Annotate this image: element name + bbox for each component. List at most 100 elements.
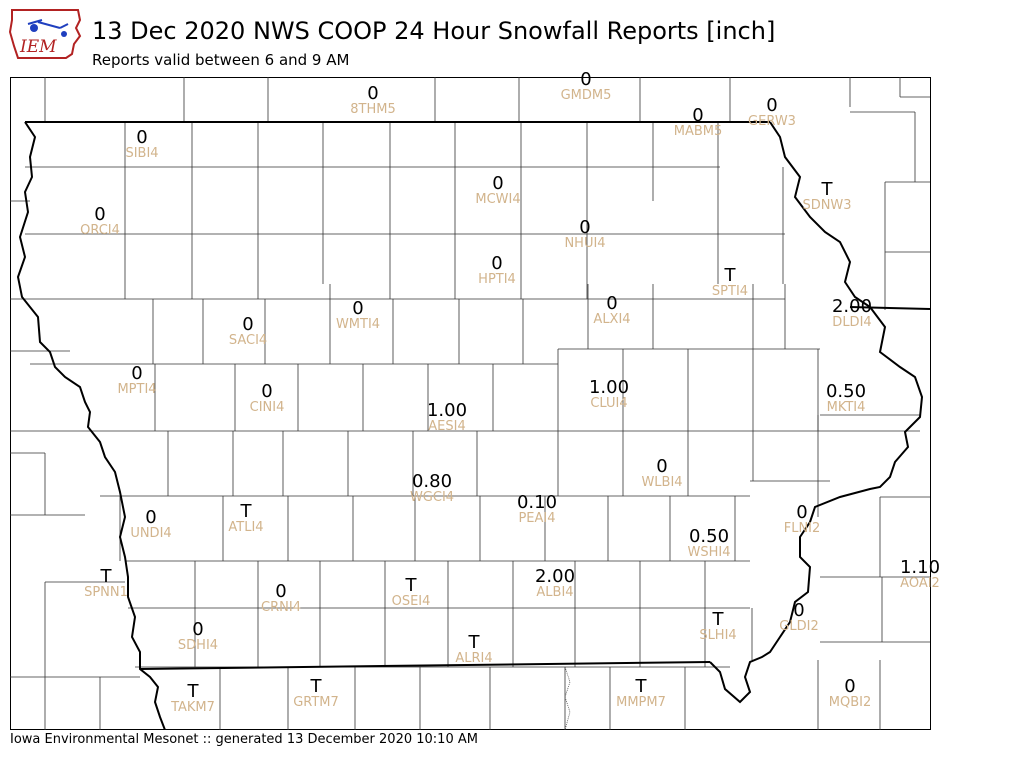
- snowfall-value: 0: [580, 69, 592, 90]
- station-spti4: T SPTI4: [711, 265, 749, 299]
- snowfall-value: T: [405, 575, 417, 596]
- snowfall-value: T: [100, 566, 112, 587]
- station-id-label: MABM5: [673, 124, 723, 139]
- snowfall-value: T: [712, 609, 724, 630]
- snowfall-value: 0: [275, 581, 287, 602]
- station-cini4: 0 CINI4: [250, 381, 285, 415]
- snowfall-value: 2.00: [831, 296, 873, 317]
- station-id-label: ALBI4: [536, 585, 574, 600]
- station-sdnw3: T SDNW3: [802, 179, 852, 213]
- snowfall-value: 0: [606, 293, 618, 314]
- station-id-label: WGCI4: [409, 490, 455, 505]
- station-id-label: GLDI2: [779, 619, 819, 634]
- station-id-label: UNDI4: [130, 526, 172, 541]
- station-id-label: TAKM7: [171, 700, 215, 715]
- snowfall-value: 0: [261, 381, 273, 402]
- snowfall-value: 0: [367, 83, 379, 104]
- station-dldi4: 2.00 DLDI4: [831, 296, 873, 330]
- station-id-label: SDNW3: [802, 198, 852, 213]
- station-id-label: WMTI4: [335, 317, 381, 332]
- snowfall-value: 0: [796, 502, 808, 523]
- station-8thm5: 0 8THM5: [350, 83, 396, 117]
- station-id-label: WLBI4: [641, 475, 683, 490]
- snowfall-value: 0.50: [825, 381, 867, 402]
- iem-logo: IEM: [8, 6, 84, 62]
- station-id-label: ORCI4: [80, 223, 120, 238]
- snowfall-value: 0: [131, 363, 143, 384]
- snowfall-value: 0: [242, 314, 254, 335]
- station-takm7: T TAKM7: [171, 681, 215, 715]
- station-flni2: 0 FLNI2: [784, 502, 821, 536]
- snowfall-value: 0: [793, 600, 805, 621]
- station-id-label: WSHI4: [687, 545, 731, 560]
- station-slhi4: T SLHI4: [699, 609, 736, 643]
- snowfall-value: T: [635, 676, 647, 697]
- station-wshi4: 0.50 WSHI4: [687, 526, 731, 560]
- station-id-label: GERW3: [748, 114, 796, 129]
- station-id-label: SDHI4: [177, 638, 219, 653]
- snowfall-value: 0: [579, 217, 591, 238]
- snowfall-value: 0.50: [688, 526, 730, 547]
- snowfall-value: 0: [352, 298, 364, 319]
- snowfall-value: 0: [136, 127, 148, 148]
- station-id-label: AESI4: [428, 419, 466, 434]
- station-crni4: 0 CRNI4: [261, 581, 301, 615]
- station-nhui4: 0 NHUI4: [564, 217, 606, 251]
- snowfall-value: 0: [491, 253, 503, 274]
- snowfall-value: T: [724, 265, 736, 286]
- snowfall-value: 0: [192, 619, 204, 640]
- logo-text: IEM: [19, 37, 57, 57]
- station-grtm7: T GRTM7: [293, 676, 339, 710]
- snowfall-value: 0: [492, 173, 504, 194]
- snowfall-value: 0: [145, 507, 157, 528]
- station-peai4: 0.10 PEAI4: [517, 494, 557, 526]
- snowfall-value: T: [468, 632, 480, 653]
- station-id-label: SPTI4: [711, 284, 749, 299]
- snowfall-value: T: [187, 681, 199, 702]
- station-mqbi2: 0 MQBI2: [829, 676, 871, 710]
- station-id-label: GRTM7: [293, 695, 339, 710]
- station-wmti4: 0 WMTI4: [335, 298, 381, 332]
- station-id-label: CLUI4: [590, 396, 628, 411]
- station-wlbi4: 0 WLBI4: [641, 458, 683, 490]
- station-id-label: ALXI4: [593, 312, 631, 327]
- station-osei4: T OSEI4: [392, 575, 431, 609]
- snowfall-value: 0: [844, 676, 856, 697]
- station-id-label: SACI4: [228, 333, 268, 348]
- station-id-label: MMPM7: [616, 695, 666, 710]
- snowfall-value: T: [310, 676, 322, 697]
- snowfall-map: 0 8THM5 0 GMDM5 0 MABM5 0 GERW3 0 SIBI4 0 ORCI4 0 MCW…: [10, 71, 940, 730]
- station-id-label: NHUI4: [564, 236, 606, 251]
- station-id-label: 8THM5: [350, 102, 396, 117]
- station-gldi2: 0 GLDI2: [779, 600, 819, 634]
- snowfall-value: 1.00: [426, 400, 468, 421]
- station-gerw3: 0 GERW3: [748, 95, 796, 129]
- snowfall-value: 1.00: [588, 377, 630, 398]
- station-gmdm5: 0 GMDM5: [561, 69, 612, 103]
- station-mkti4: 0.50 MKTI4: [825, 381, 867, 415]
- snowfall-value: 0.80: [411, 471, 453, 492]
- station-aesi4: 1.00 AESI4: [426, 400, 468, 434]
- station-hpti4: 0 HPTI4: [478, 253, 516, 287]
- station-id-label: MCWI4: [475, 192, 521, 207]
- station-alri4: T ALRI4: [455, 632, 492, 666]
- station-alxi4: 0 ALXI4: [593, 293, 631, 327]
- station-id-label: AOAI2: [900, 576, 940, 591]
- snowfall-value: 0: [766, 95, 778, 116]
- page-title: 13 Dec 2020 NWS COOP 24 Hour Snowfall Re…: [92, 17, 776, 45]
- station-id-label: HPTI4: [478, 272, 516, 287]
- station-sibi4: 0 SIBI4: [125, 127, 159, 161]
- station-id-label: DLDI4: [832, 315, 872, 330]
- station-id-label: SIBI4: [125, 146, 159, 161]
- station-sdhi4: 0 SDHI4: [177, 619, 219, 653]
- station-id-label: PEAI4: [518, 511, 556, 526]
- station-undi4: 0 UNDI4: [130, 507, 172, 541]
- station-atli4: T ATLI4: [228, 503, 264, 535]
- snowfall-value: 1.10: [899, 557, 941, 578]
- snowfall-value: 0: [94, 204, 106, 225]
- station-clui4: 1.00 CLUI4: [588, 377, 630, 411]
- station-mabm5: 0 MABM5: [673, 107, 723, 139]
- station-spnn1: T SPNN1: [84, 566, 128, 600]
- snowfall-value: T: [821, 179, 833, 200]
- station-id-label: ATLI4: [228, 520, 264, 535]
